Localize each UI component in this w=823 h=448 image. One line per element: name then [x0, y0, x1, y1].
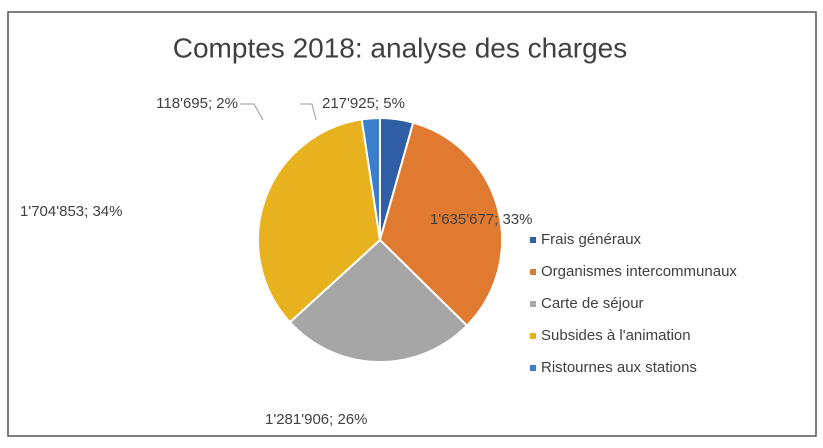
legend-label: Carte de séjour	[541, 295, 644, 312]
legend-swatch	[530, 365, 536, 371]
legend-label: Frais généraux	[541, 231, 642, 248]
pie-slice	[378, 121, 503, 328]
data-label: 118'695; 2%	[156, 95, 238, 112]
data-label: 1'704'853; 34%	[20, 203, 122, 220]
chart-title: Comptes 2018: analyse des charges	[173, 32, 628, 63]
legend-swatch	[530, 237, 536, 243]
legend-swatch	[530, 333, 536, 339]
legend-label: Organismes intercommunaux	[541, 263, 737, 280]
legend-label: Subsides à l'animation	[541, 327, 691, 344]
pie-slice	[257, 118, 382, 324]
legend-swatch	[530, 301, 536, 307]
legend-label: Ristournes aux stations	[541, 359, 697, 376]
data-label: 1'281'906; 26%	[265, 411, 367, 428]
leader-line	[300, 103, 317, 121]
pie-slice	[288, 238, 469, 363]
pie-slice	[360, 116, 381, 241]
leader-line	[240, 103, 264, 121]
legend-swatch	[530, 269, 536, 275]
data-label: 217'925; 5%	[322, 95, 405, 112]
data-label: 1'635'677; 33%	[430, 211, 532, 228]
